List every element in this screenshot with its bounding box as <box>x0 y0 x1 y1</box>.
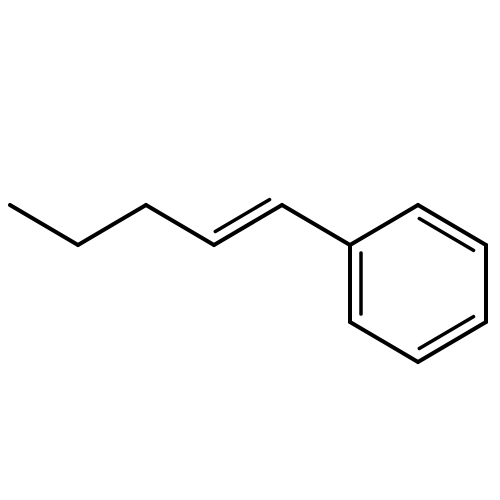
bond-layer <box>10 200 486 362</box>
molecule-diagram <box>0 0 500 500</box>
